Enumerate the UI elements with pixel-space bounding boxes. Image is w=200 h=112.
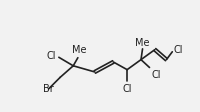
Text: Cl: Cl: [151, 70, 161, 80]
Text: Cl: Cl: [47, 51, 56, 61]
Text: Cl: Cl: [173, 45, 183, 55]
Text: Br: Br: [43, 84, 54, 94]
Text: Cl: Cl: [122, 84, 132, 94]
Text: Me: Me: [72, 45, 87, 55]
Text: Me: Me: [135, 38, 150, 48]
